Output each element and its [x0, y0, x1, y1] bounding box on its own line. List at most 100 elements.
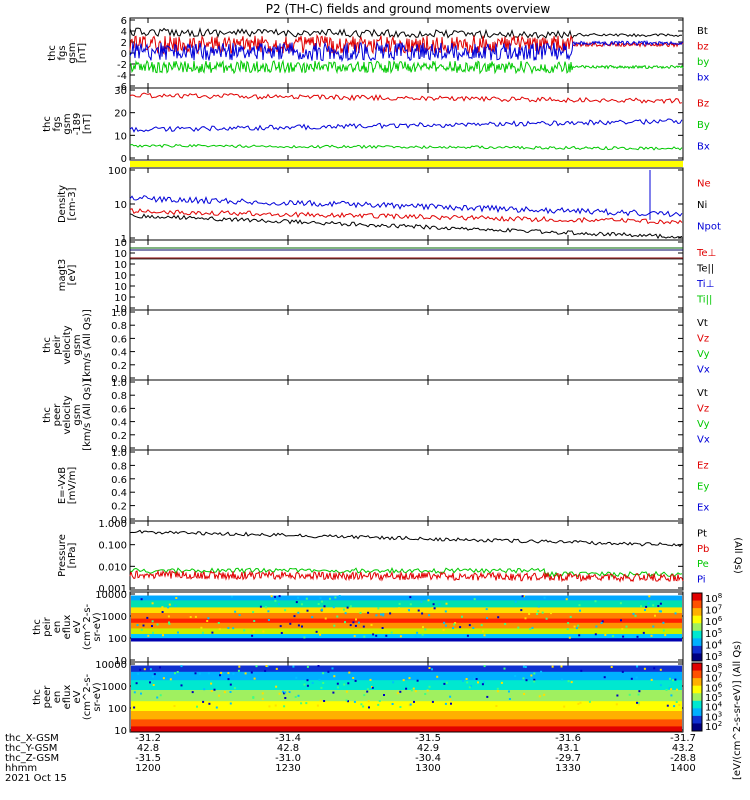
spectrogram-speckle — [207, 617, 210, 620]
spectrogram-speckle — [577, 624, 580, 627]
spectrogram-speckle — [147, 634, 150, 637]
spectrogram-speckle — [610, 666, 613, 668]
y-axis-label-line: magt3 — [57, 259, 68, 292]
colorbar-label: [eV/(cm^2-s-sr-eV)] (All Qs) — [732, 641, 743, 780]
spectrogram-speckle — [398, 607, 400, 610]
spectrogram-speckle — [319, 597, 322, 600]
spectrogram-speckle — [428, 685, 431, 688]
y-tick-label: 0.6 — [111, 404, 127, 415]
spectrogram-speckle — [486, 695, 489, 698]
spectrogram-speckle — [621, 628, 624, 631]
spectrogram-speckle — [278, 595, 281, 598]
spectrogram-speckle — [409, 603, 412, 606]
spectrogram-speckle — [545, 617, 548, 620]
panel-frame — [129, 309, 684, 381]
spectrogram-speckle — [194, 672, 197, 675]
spectrogram-speckle — [227, 678, 230, 681]
y-axis-label-line: fgs — [57, 45, 68, 60]
x-tick-label: 1300 — [415, 763, 440, 774]
y-axis-label-line: eflux — [62, 615, 73, 640]
spectrogram-speckle — [336, 682, 339, 685]
spectrogram-speckle — [664, 634, 667, 637]
y-tick-label: 0.2 — [111, 431, 127, 442]
spectrogram-speckle — [305, 597, 308, 600]
spectrogram-speckle — [324, 617, 327, 620]
spectrogram-speckle — [317, 603, 320, 605]
spectrogram-speckle — [152, 675, 154, 678]
panel-frame — [129, 167, 684, 241]
series-Ni — [129, 213, 683, 240]
series-Bz — [129, 92, 683, 104]
spectrogram-speckle — [600, 622, 603, 624]
y-tick-label: 0.2 — [111, 502, 127, 513]
spectrogram-speckle — [295, 601, 298, 604]
spectrogram-speckle — [521, 595, 524, 598]
y-tick-label: 0.6 — [111, 475, 127, 486]
legend: Bt bz by bx — [697, 26, 709, 84]
spectrogram-speckle — [630, 677, 633, 680]
legend-entry: Ti⊥ — [696, 279, 714, 290]
series-Ne — [129, 208, 683, 225]
series-Bt — [129, 27, 682, 40]
y-axis-label-line: velocity — [62, 395, 73, 434]
spectrogram-speckle — [136, 624, 139, 627]
spectrogram-speckle — [297, 694, 300, 697]
spectrogram-speckle — [484, 609, 486, 612]
spectrogram-speckle — [229, 691, 232, 693]
spectrogram-speckle — [482, 681, 485, 684]
spectrogram-speckle — [567, 622, 570, 625]
spectrogram-speckle — [452, 627, 455, 630]
x-tick-label: 1400 — [670, 763, 695, 774]
y-axis-label: magt3 [eV] — [57, 259, 78, 292]
spectrogram-speckle — [573, 625, 576, 628]
spectrogram-speckle — [632, 612, 635, 615]
y-tick-label: 100 — [108, 166, 127, 177]
y-axis-label-line: [eV] — [67, 265, 78, 286]
spectrogram-speckle — [427, 599, 430, 602]
y-axis-label-line: thc — [42, 337, 53, 353]
spectrogram-speckle — [270, 595, 273, 598]
legend: Ez Ey Ex — [697, 461, 709, 514]
spectrogram-speckle — [360, 703, 363, 706]
spectrogram-speckle — [252, 630, 255, 633]
legend-entry: Npot — [697, 221, 721, 232]
spectrogram-speckle — [483, 665, 486, 668]
spectrogram-speckle — [322, 682, 325, 684]
panel-frame — [129, 520, 684, 591]
y-axis-label: thc peir en eflux eV (cm^2-s-sr-eV) — [32, 603, 103, 650]
spectrogram-speckle — [355, 618, 357, 621]
spectrogram-band — [131, 671, 682, 681]
panel-frame — [129, 379, 684, 451]
spectrogram-speckle — [159, 666, 161, 669]
spectrogram-speckle — [279, 625, 282, 628]
legend: Pt Pb Pe Pi — [697, 529, 709, 586]
x-tick-label: 1330 — [555, 763, 580, 774]
y-tick-label: 10 — [114, 260, 127, 271]
spectrogram-speckle — [174, 672, 176, 675]
spectrogram-speckle — [362, 705, 365, 708]
spectrogram-speckle — [399, 706, 402, 708]
spectrogram-speckle — [215, 706, 218, 709]
y-axis-label-line: [nT] — [82, 114, 93, 134]
spectrogram-speckle — [378, 700, 381, 702]
spectrogram-speckle — [331, 667, 334, 670]
spectrogram-speckle — [295, 676, 298, 679]
spectrogram-speckle — [288, 691, 291, 694]
y-axis-label-line: [km/s (All Qs)] — [82, 309, 93, 381]
spectrogram-speckle — [332, 691, 335, 694]
spectrogram-speckle — [416, 631, 419, 634]
y-axis-label-line: gsm — [72, 404, 83, 425]
xaxis-row-label: hhmm — [5, 763, 37, 774]
spectrogram-speckle — [189, 616, 192, 618]
y-tick-label: -2 — [117, 60, 127, 71]
spectrogram-speckle — [523, 693, 526, 695]
y-axis-label-line: eflux — [62, 685, 73, 710]
x-tick-label: 42.8 — [277, 743, 299, 754]
spectrogram-speckle — [675, 701, 678, 703]
spectrogram-speckle — [569, 615, 572, 618]
x-tick-label: 43.2 — [672, 743, 694, 754]
spectrogram-speckle — [297, 624, 300, 627]
spectrogram-speckle — [236, 611, 239, 613]
spectrogram-speckle — [466, 634, 469, 637]
